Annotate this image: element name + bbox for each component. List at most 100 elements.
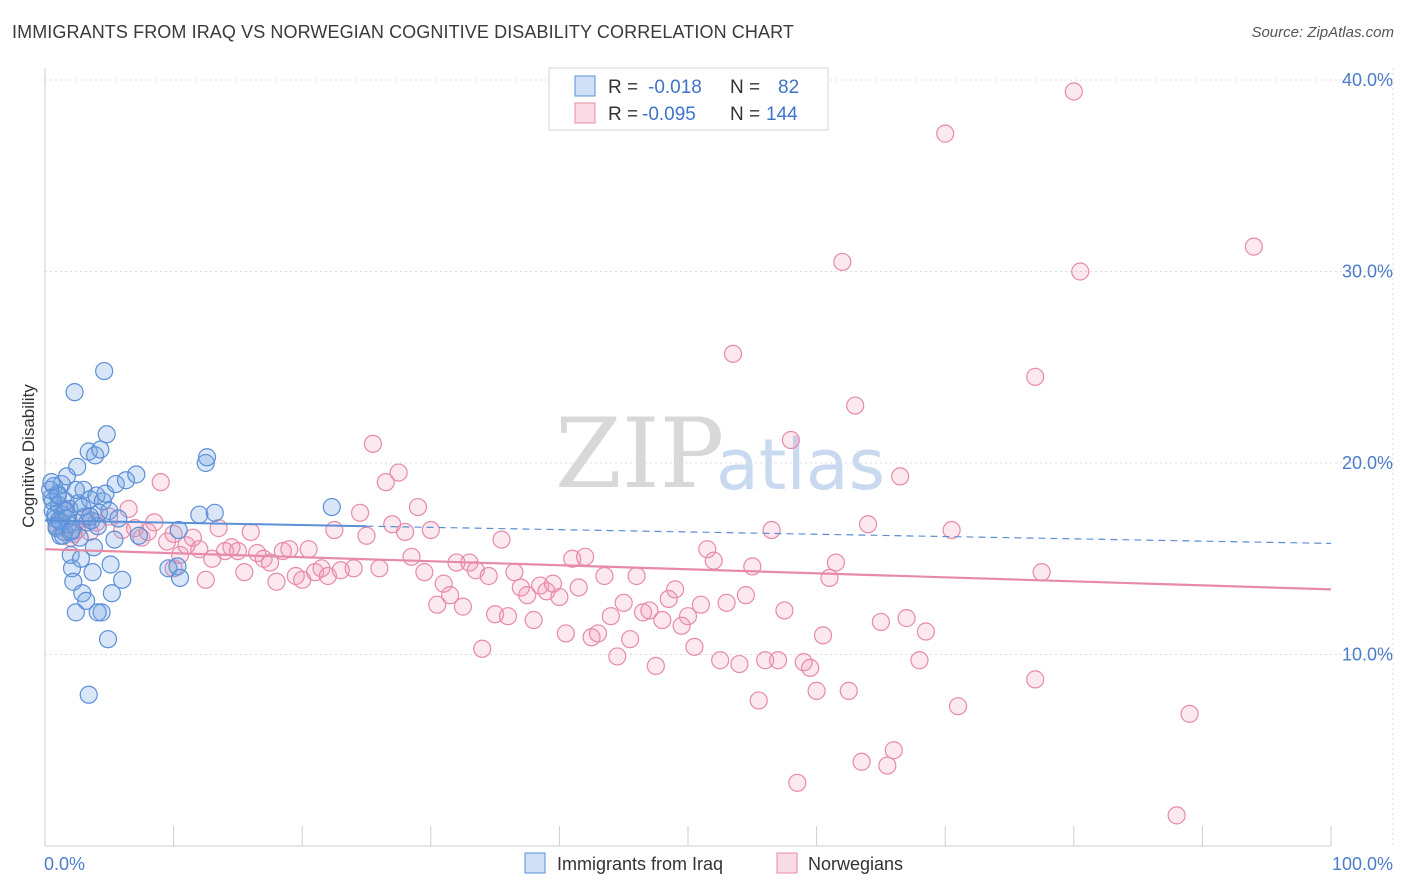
iraq-point [196, 453, 215, 473]
iraq-point [127, 465, 146, 484]
x-tick-label-min: 0.0% [44, 854, 85, 874]
iraq-point [97, 425, 116, 444]
norwegians-point [473, 639, 492, 658]
norwegians-point [1244, 237, 1263, 256]
iraq-point [205, 503, 224, 522]
series-norwegians [48, 82, 1263, 825]
norwegians-point [228, 541, 247, 561]
norwegians-point [389, 463, 408, 482]
norwegians-point [891, 467, 910, 486]
norwegians-point [948, 697, 968, 716]
norwegians-point [601, 607, 620, 626]
norwegians-point [942, 520, 961, 540]
norwegians-point [363, 434, 383, 453]
norwegians-point [428, 595, 447, 614]
norwegians-point [846, 396, 865, 415]
norwegians-point [775, 601, 794, 620]
norwegians-point [1167, 806, 1186, 825]
norwegians-point [524, 610, 543, 630]
iraq-point [79, 685, 98, 704]
norwegians-point [936, 124, 955, 143]
norwegians-point [691, 595, 710, 614]
iraq-point [43, 492, 62, 511]
norwegians-point [550, 587, 569, 607]
norwegians-point [350, 503, 370, 522]
norwegians-point [1026, 670, 1045, 689]
bottom-legend-swatch-iraq [524, 852, 546, 874]
iraq-point [88, 603, 107, 622]
iraq-point [66, 603, 85, 622]
norwegians-point [479, 566, 498, 586]
iraq-point [190, 505, 209, 524]
norwegians-point [408, 497, 428, 517]
norwegians-point [588, 624, 608, 643]
iraq-point [77, 591, 96, 610]
norwegians-point [666, 580, 685, 599]
norwegians-point [421, 520, 440, 540]
norwegians-point [736, 586, 755, 605]
norwegians-point [576, 547, 595, 566]
norwegians-point [813, 626, 833, 645]
series-iraq [41, 361, 341, 704]
legend-n-value: 82 [778, 77, 799, 98]
legend-n-label: N = [730, 104, 760, 125]
chart-title: IMMIGRANTS FROM IRAQ VS NORWEGIAN COGNIT… [12, 22, 794, 42]
x-ticks [173, 826, 1332, 846]
norwegians-point [376, 473, 395, 492]
norwegians-point [151, 473, 170, 492]
iraq-point [57, 509, 76, 528]
norwegians-point [858, 515, 878, 534]
norwegians-point [569, 578, 588, 597]
norwegians-point [756, 651, 775, 670]
norwegians-point [209, 519, 228, 538]
norwegians-point [833, 252, 852, 272]
legend-r-value: -0.018 [648, 77, 702, 98]
norwegians-point [646, 656, 665, 676]
norwegians-point [807, 681, 826, 700]
iraq-point [170, 568, 190, 588]
norwegians-point [170, 545, 190, 565]
norwegians-point [749, 691, 768, 710]
norwegians-point [871, 612, 891, 632]
norwegians-point [1180, 704, 1199, 723]
norwegians-point [839, 681, 858, 700]
iraq-point [116, 471, 136, 490]
iraq-point [66, 480, 85, 499]
watermark-zip: ZIP [555, 398, 724, 510]
legend-r-value: -0.095 [642, 104, 696, 125]
norwegians-point [138, 522, 157, 542]
norwegians-point [434, 574, 453, 593]
iraq-point [105, 530, 124, 549]
norwegians-trend-line [44, 548, 1332, 591]
iraq-point [98, 630, 118, 649]
norwegians-point [280, 540, 299, 559]
norwegians-point [717, 593, 736, 612]
norwegians-point [801, 658, 820, 678]
norwegians-point [1026, 367, 1045, 386]
norwegians-point [518, 586, 537, 605]
iraq-point [109, 509, 128, 528]
norwegians-point [788, 773, 807, 792]
norwegians-point [910, 651, 929, 670]
norwegians-point [723, 344, 743, 363]
norwegians-point [453, 597, 473, 616]
norwegians-point [768, 651, 788, 670]
norwegians-point [730, 654, 749, 674]
iraq-point [197, 448, 217, 467]
norwegians-point [826, 553, 845, 572]
y-tick-label: 30.0% [1342, 262, 1393, 282]
iraq-point [106, 474, 125, 494]
norwegians-point [395, 522, 415, 542]
trend-lines [44, 519, 1332, 591]
legend-swatch-norwegians [574, 102, 596, 124]
norwegians-point [897, 609, 916, 628]
norwegians-point [711, 651, 730, 670]
iraq-point [322, 497, 341, 517]
norwegians-point [762, 520, 781, 540]
norwegians-point [344, 559, 363, 578]
norwegians-point [659, 589, 678, 609]
norwegians-point [235, 563, 254, 582]
legend-swatch-iraq [574, 75, 596, 97]
norwegians-point [704, 551, 723, 570]
